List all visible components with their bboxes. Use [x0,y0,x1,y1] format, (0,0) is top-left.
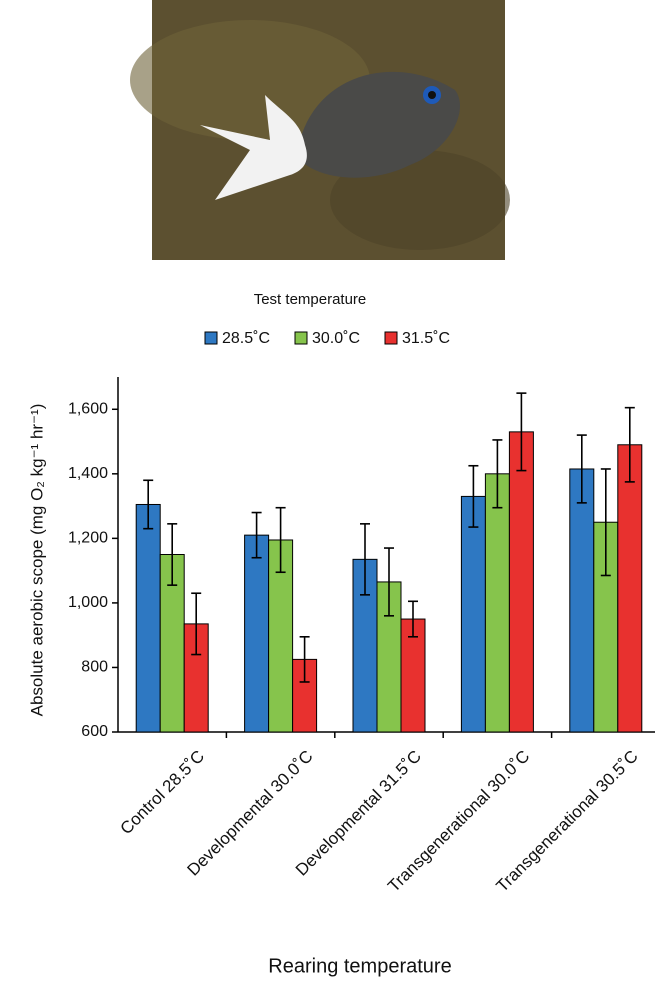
plot: 600 800 1,000 1,200 1,400 1,600 Control 28.5˚C… [68,377,655,896]
legend-title: Test temperature [254,291,367,308]
legend-label: 31.5˚C [402,330,450,347]
bar [509,432,533,732]
y-tick-label: 1,600 [68,400,108,417]
fish-photo [130,0,510,260]
y-tick-label: 1,400 [68,465,108,482]
legend: 28.5˚C 30.0˚C 31.5˚C [205,330,450,347]
y-tick-label: 1,000 [68,594,108,611]
bar [570,469,594,732]
x-tick-label: Control 28.5˚C [117,747,209,839]
fish-pupil [428,91,436,99]
bar [461,496,485,732]
bar [136,504,160,732]
bar [618,445,642,732]
y-tick-label: 800 [81,659,108,676]
bar [485,474,509,732]
legend-swatch [385,332,397,344]
legend-label: 30.0˚C [312,330,360,347]
bar [245,535,269,732]
legend-swatch [205,332,217,344]
y-tick-label: 600 [81,723,108,740]
x-tick-label: Developmental 30.0˚C [184,747,317,880]
legend-label: 28.5˚C [222,330,270,347]
x-tick-label: Developmental 31.5˚C [292,747,425,880]
legend-swatch [295,332,307,344]
y-tick-label: 1,200 [68,530,108,547]
x-axis-label: Rearing temperature [268,955,451,977]
y-axis-label: Absolute aerobic scope (mg O₂ kg⁻¹ hr⁻¹) [27,404,46,717]
page: Test temperature 28.5˚C 30.0˚C 31.5˚C 600 8… [0,0,658,981]
